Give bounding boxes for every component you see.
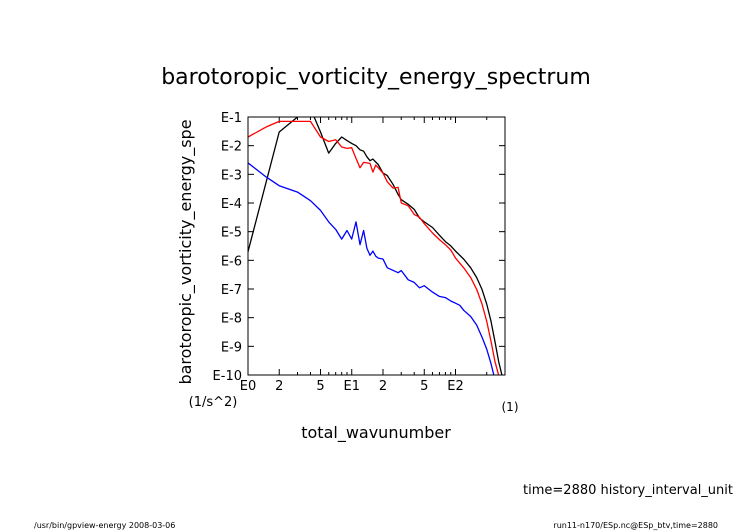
y-tick-label: E-4 (221, 197, 242, 212)
series-line-1 (248, 117, 503, 375)
footer-left-text: /usr/bin/gpview-energy 2008-03-06 (34, 521, 175, 530)
series-line-2 (248, 120, 500, 375)
chart-title: barotoropic_vorticity_energy_spectrum (161, 65, 591, 90)
y-tick-label: E-8 (221, 312, 242, 327)
y-tick-label: E-1 (221, 111, 242, 126)
plot-frame (247, 116, 506, 376)
y-tick-label: E-2 (221, 140, 242, 155)
series-line-3 (248, 162, 495, 375)
x-axis-label: total_wavunumber (301, 423, 451, 443)
y-tick-label: E-3 (221, 168, 242, 183)
x-tick-label: 5 (316, 379, 324, 394)
y-tick-label: E-5 (221, 226, 242, 241)
y-axis-label: barotoropic_vorticity_energy_spe (176, 119, 196, 384)
time-label: time=2880 history_interval_unit (523, 483, 733, 498)
y-tick-label: E-7 (221, 283, 242, 298)
x-tick-label: 5 (420, 379, 428, 394)
x-tick-label: 2 (379, 379, 387, 394)
y-tick-label: E-10 (213, 369, 242, 384)
series-group (248, 117, 503, 375)
footer-right-text: run11-n170/ESp.nc@ESp_btv,time=2880 (553, 521, 718, 530)
y-tick-label: E-6 (221, 254, 242, 269)
x-tick-label: E1 (343, 379, 360, 394)
x-tick-label: E2 (447, 379, 464, 394)
x-tick-label: 2 (275, 379, 283, 394)
y-axis-unit: (1/s^2) (189, 395, 238, 410)
y-tick-label: E-9 (221, 340, 242, 355)
x-axis-unit: (1) (502, 400, 519, 414)
x-tick-label: E0 (240, 379, 257, 394)
x-axis-ticks: E0 2 5 E1 2 5 E2 (240, 117, 506, 394)
y-axis-ticks: E-1 E-2 E-3 E-4 E-5 E-6 E-7 E-8 E-9 E-10 (213, 111, 505, 384)
